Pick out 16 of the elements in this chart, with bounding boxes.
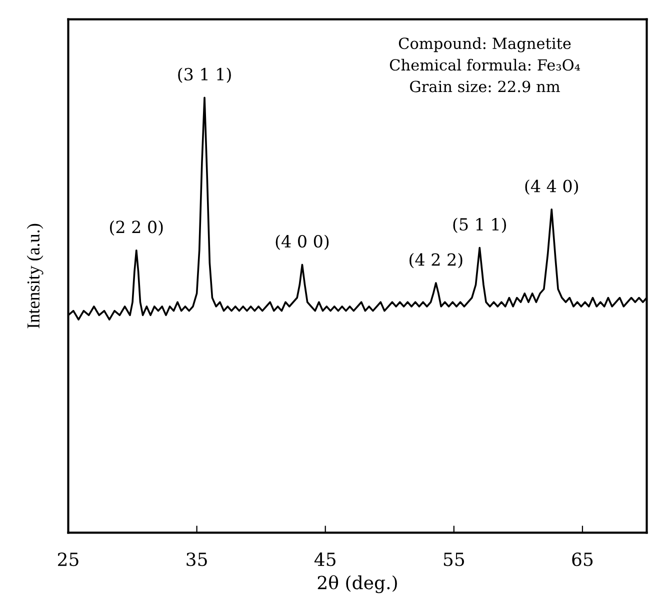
y-axis-title: Intensity (a.u.) bbox=[26, 224, 44, 328]
annotation: (2 2 0) bbox=[110, 220, 163, 236]
text: Chemical formula: Fe₃O₄ bbox=[390, 58, 580, 71]
x-tick-label: 65 bbox=[572, 552, 593, 566]
x-axis-title: 2θ (deg.) bbox=[318, 575, 397, 594]
x-tick-label: 45 bbox=[314, 552, 336, 566]
annotation: (4 0 0) bbox=[276, 234, 329, 250]
x-tick-label: 35 bbox=[186, 552, 207, 566]
annotation: (4 2 2) bbox=[410, 252, 462, 268]
x-tick-label: 55 bbox=[444, 552, 464, 566]
annotation: (4 4 0) bbox=[525, 179, 578, 195]
text: Grain size: 22.9 nm bbox=[410, 80, 560, 92]
text: Compound: Magnetite bbox=[398, 37, 571, 52]
annotation: (3 1 1) bbox=[178, 68, 231, 83]
annotation: (5 1 1) bbox=[453, 218, 506, 233]
x-tick-label: 25 bbox=[58, 552, 78, 566]
